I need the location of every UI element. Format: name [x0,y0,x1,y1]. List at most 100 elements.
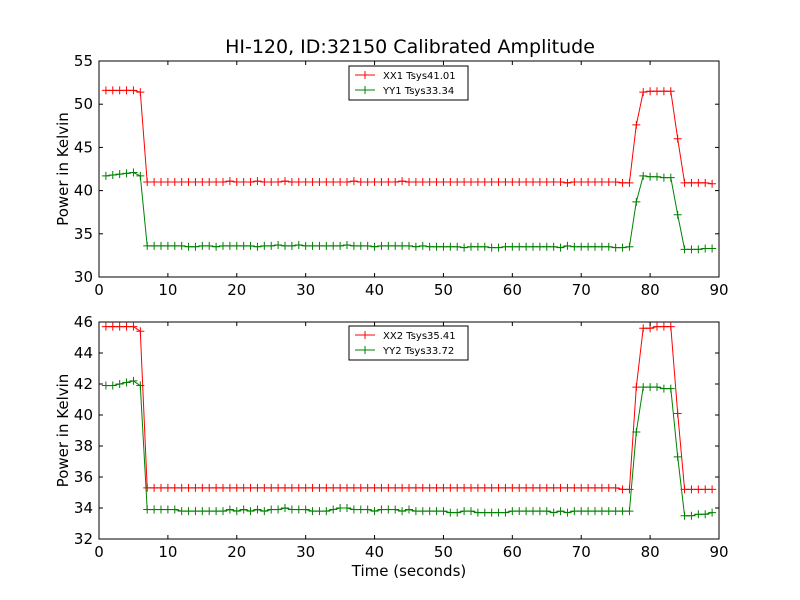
data-point [184,483,193,492]
data-point [632,428,641,437]
data-point [212,483,221,492]
data-point [460,243,469,252]
data-point [556,507,565,516]
series-line [105,380,713,517]
data-point [377,177,386,186]
data-point [653,87,661,96]
data-point [343,241,351,250]
data-point [177,177,186,186]
data-point [315,483,324,492]
data-point [315,241,324,250]
data-point [694,510,703,519]
data-point [150,483,159,492]
data-point [108,322,117,331]
data-point [336,241,345,250]
data-point [157,177,165,186]
data-point [336,483,345,492]
data-point [281,483,289,492]
x-axis-label: Time (seconds) [351,562,467,580]
data-point [143,177,152,186]
data-point [177,483,186,492]
data-point [597,177,606,186]
data-point [101,322,110,331]
data-point [170,241,179,250]
data-point [439,483,448,492]
data-point [591,242,599,251]
data-point [246,241,255,250]
data-point [322,483,331,492]
y-tick-label: 55 [74,52,93,70]
data-point [349,483,358,492]
data-point [246,177,255,186]
series-line [105,89,713,185]
data-point [694,485,703,494]
data-point [542,483,551,492]
data-point [225,483,234,492]
data-point [391,241,400,250]
data-point [418,507,427,516]
data-point [425,507,434,516]
data-point [453,242,462,251]
data-point [212,242,221,251]
data-point [219,177,227,186]
data-point [632,197,641,206]
legend-marker [361,71,369,79]
data-point [343,483,351,492]
data-point [501,242,510,251]
data-point [170,505,179,514]
data-point [542,242,551,251]
data-point [563,483,572,492]
data-point [611,177,620,186]
x-tick-label: 0 [94,281,104,299]
legend-box [348,325,469,361]
data-point [308,177,317,186]
data-point [625,485,634,494]
data-point [260,241,269,250]
legend-label: YY1 Tsys33.34 [382,86,454,97]
data-point [556,243,565,252]
data-point [467,483,475,492]
data-point [604,242,613,251]
data-point [329,177,338,186]
data-point [225,241,234,250]
data-point [687,245,696,254]
data-point [584,177,593,186]
data-point [446,242,455,251]
data-point [108,171,117,180]
data-point [370,242,379,251]
data-point [418,177,427,186]
data-point [205,483,214,492]
data-point [294,177,303,186]
data-point [315,177,324,186]
data-point [108,86,117,95]
data-point [308,483,317,492]
data-point [315,507,324,516]
data-point [377,241,386,250]
y-tick-label: 32 [74,530,93,548]
data-point [708,179,717,188]
y-tick-label: 46 [74,313,93,331]
data-point [246,507,255,516]
data-point [625,242,634,251]
data-point [618,178,627,187]
data-point [143,505,152,514]
data-point [115,86,124,95]
data-point [363,505,372,514]
data-point [225,177,234,186]
data-point [253,483,262,492]
data-point [170,177,179,186]
data-point [219,241,227,250]
data-point [577,483,586,492]
data-point [336,504,345,512]
legend-label: YY2 Tsys33.72 [382,346,454,357]
data-point [618,507,627,516]
data-point [322,507,331,516]
data-point [377,483,386,492]
data-point [529,177,537,186]
data-point [494,177,503,186]
data-point [570,483,579,492]
x-tick-label: 0 [94,543,104,561]
y-tick-label: 40 [74,182,93,200]
data-point [701,244,710,253]
data-point [618,243,627,252]
